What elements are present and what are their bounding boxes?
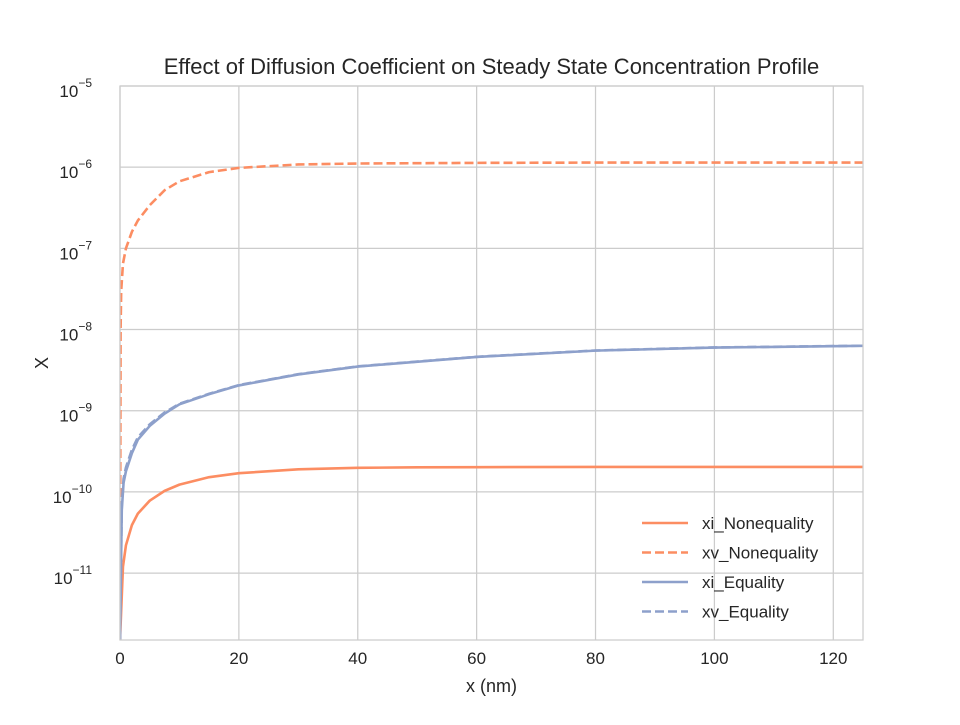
x-tick-label: 0 xyxy=(115,649,124,668)
series-line-xv-nonequality xyxy=(120,161,863,640)
series-layer xyxy=(120,161,863,640)
x-tick-label: 100 xyxy=(700,649,728,668)
y-tick-labels: 10−11 10−10 10−9 10−8 10−7 10−6 10−5 xyxy=(53,76,93,588)
x-tick-labels: 0 20 40 60 80 100 120 xyxy=(115,649,847,668)
y-axis-label: X xyxy=(32,357,52,369)
y-tick-label: 10−7 xyxy=(59,238,92,263)
x-tick-label: 20 xyxy=(229,649,248,668)
y-tick-label: 10−6 xyxy=(59,157,92,182)
legend-label: xv_Equality xyxy=(702,603,789,622)
y-tick-label: 10−8 xyxy=(59,320,92,345)
legend-label: xi_Nonequality xyxy=(702,514,814,533)
x-tick-label: 60 xyxy=(467,649,486,668)
x-tick-label: 80 xyxy=(586,649,605,668)
y-tick-label: 10−9 xyxy=(59,401,92,426)
y-tick-label: 10−5 xyxy=(59,76,92,101)
x-tick-label: 120 xyxy=(819,649,847,668)
legend: xi_Nonequality xv_Nonequality xi_Equalityx… xyxy=(642,514,819,622)
x-axis-label: x (nm) xyxy=(466,676,517,696)
series-line-xv-equality xyxy=(120,344,863,640)
y-tick-label: 10−10 xyxy=(53,482,93,507)
x-tick-label: 40 xyxy=(348,649,367,668)
chart-title: Effect of Diffusion Coefficient on Stead… xyxy=(164,54,820,79)
y-tick-label: 10−11 xyxy=(54,563,93,588)
legend-label: xv_Nonequality xyxy=(702,544,819,563)
plot-frame xyxy=(119,85,864,641)
legend-label: xi_Equality xyxy=(702,573,785,592)
series-line-xi-nonequality xyxy=(120,465,863,640)
